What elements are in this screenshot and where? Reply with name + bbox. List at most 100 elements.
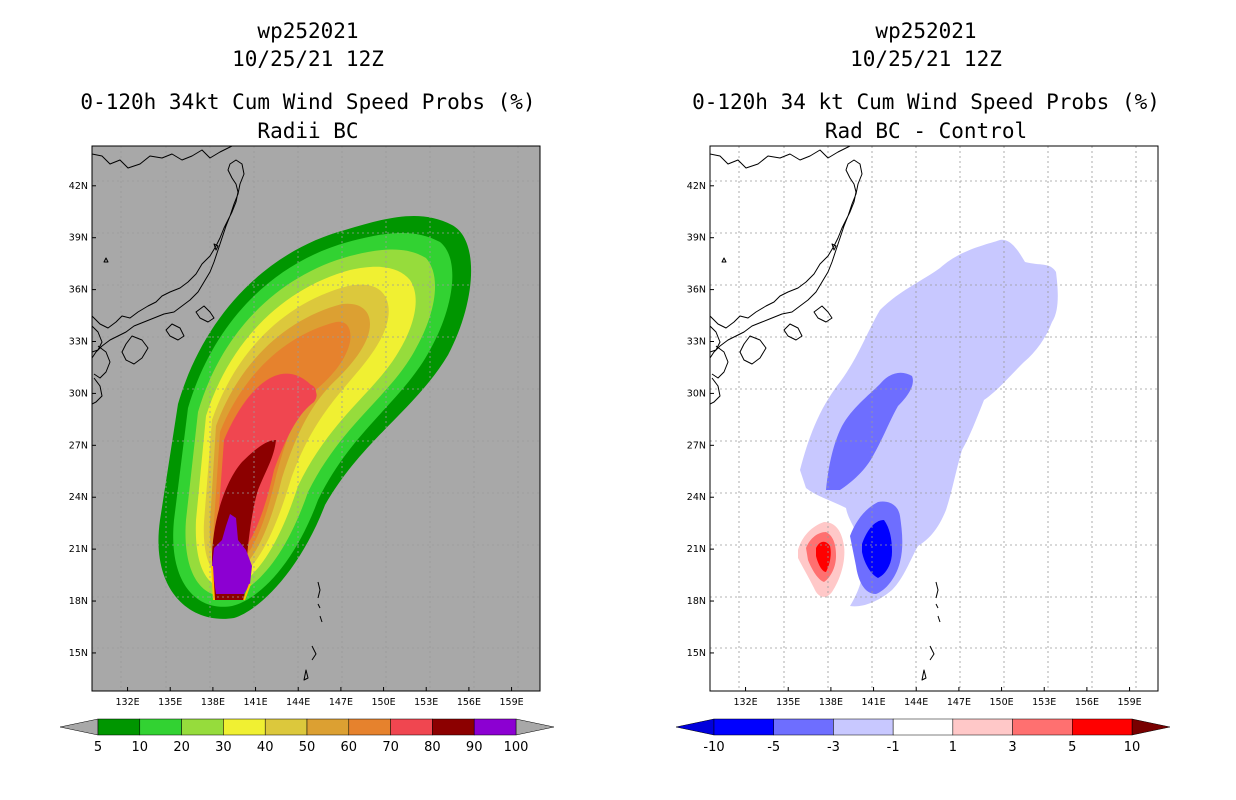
colorbar-segment [1012,718,1073,736]
right-title-storm: wp252021 [875,19,976,43]
left-ytick-label: 21N [69,544,88,555]
right-title-subtitle: Rad BC - Control [825,119,1027,143]
contour-90 [212,514,252,594]
colorbar-label: 70 [382,740,399,755]
left-panel: wp252021 10/25/21 12Z 0-120h 34kt Cum Wi… [59,19,555,755]
left-map-frame [91,145,541,692]
colorbar-segment [713,718,774,736]
colorbar-label: 30 [215,740,232,755]
right-ytick-label: 21N [687,544,706,555]
colorbar-label: 5 [94,740,102,755]
colorbar-high-triangle [1131,718,1171,736]
left-title-product: 0-120h 34kt Cum Wind Speed Probs (%) [80,90,535,114]
right-xtick-label: 135E [776,697,800,708]
colorbar-label: -5 [767,740,780,755]
colorbar-segment [97,718,141,736]
colorbar-segment [833,718,894,736]
right-colorbar: -10 -5 -3 -1 1 3 5 10 [675,718,1171,755]
left-ytick-label: 33N [69,337,88,348]
left-xtick-label: 144E [286,697,310,708]
colorbar-label: 60 [341,740,358,755]
right-difference-contours [798,239,1058,607]
left-ytick-label: 36N [69,285,88,296]
left-xtick-label: 138E [201,697,225,708]
right-ytick-label: 24N [687,492,706,503]
colorbar-segment [892,718,954,736]
colorbar-label: 100 [504,740,529,755]
right-xtick-label: 159E [1117,697,1141,708]
left-title-storm: wp252021 [257,19,358,43]
right-xtick-label: 156E [1075,697,1099,708]
right-gridlines [710,146,1158,691]
right-xtick-label: 144E [904,697,928,708]
right-map-frame [709,145,1159,692]
left-xtick-label: 132E [115,697,139,708]
right-xtick-label: 138E [819,697,843,708]
left-xtick-label: 147E [329,697,353,708]
colorbar-label: 10 [1124,740,1141,755]
right-ytick-label: 18N [687,596,706,607]
left-ytick-label: 15N [69,648,88,659]
colorbar-low-triangle [59,718,99,736]
colorbar-segment [348,718,391,736]
right-title-product: 0-120h 34 kt Cum Wind Speed Probs (%) [692,90,1160,114]
colorbar-label: 40 [257,740,274,755]
colorbar-label: -3 [827,740,840,755]
colorbar-label: 3 [1008,740,1016,755]
left-xtick-label: 141E [243,697,267,708]
colorbar-label: 10 [132,740,149,755]
right-ytick-label: 42N [687,181,706,192]
left-ytick-label: 42N [69,181,88,192]
right-ytick-label: 30N [687,388,706,399]
colorbar-segment [181,718,224,736]
left-ytick-label: 27N [69,440,88,451]
colorbar-high-triangle [515,718,555,736]
right-ytick-label: 36N [687,285,706,296]
colorbar-label: -10 [703,740,724,755]
right-xtick-label: 141E [861,697,885,708]
colorbar-label: 80 [424,740,441,755]
colorbar-label: -1 [887,740,900,755]
left-axis-ticks: 132E 135E 138E 141E 144E 147E 150E 153E 156E 159E… [69,181,524,708]
right-xtick-label: 132E [733,697,757,708]
colorbar-segment [390,718,433,736]
left-ytick-label: 30N [69,388,88,399]
colorbar-low-triangle [675,718,715,736]
left-ytick-label: 24N [69,492,88,503]
right-panel: wp252021 10/25/21 12Z 0-120h 34 kt Cum W… [675,19,1171,755]
left-xtick-label: 150E [371,697,395,708]
right-title-date: 10/25/21 12Z [850,47,1002,71]
right-ytick-label: 33N [687,337,706,348]
colorbar-label: 1 [949,740,957,755]
right-xtick-label: 147E [947,697,971,708]
contour-edge [211,565,251,601]
diff-neg3-to-neg5 [826,372,913,490]
colorbar-label: 50 [299,740,316,755]
right-axis-ticks: 132E 135E 138E 141E 144E 147E 150E 153E 156E 159E… [687,181,1142,708]
left-ytick-label: 18N [69,596,88,607]
colorbar-label: 90 [466,740,483,755]
right-ytick-label: 39N [687,233,706,244]
left-xtick-label: 156E [457,697,481,708]
right-ytick-label: 27N [687,440,706,451]
colorbar-label: 5 [1068,740,1076,755]
colorbar-segment [432,718,475,736]
colorbar-segment [139,718,182,736]
diff-neg5-to-neg10 [862,520,892,578]
colorbar-segment [264,718,308,736]
colorbar-segment [952,718,1013,736]
left-xtick-label: 153E [414,697,438,708]
colorbar-segment [306,718,350,736]
colorbar-segment [473,718,517,736]
left-gridlines [92,146,540,691]
left-probability-contours [158,215,472,619]
diff-pos5-to-pos10 [816,541,831,572]
left-title-date: 10/25/21 12Z [232,47,384,71]
right-xtick-label: 153E [1032,697,1056,708]
left-xtick-label: 135E [158,697,182,708]
colorbar-label: 20 [173,740,190,755]
colorbar-segment [773,718,834,736]
right-xtick-label: 150E [989,697,1013,708]
left-ytick-label: 39N [69,233,88,244]
